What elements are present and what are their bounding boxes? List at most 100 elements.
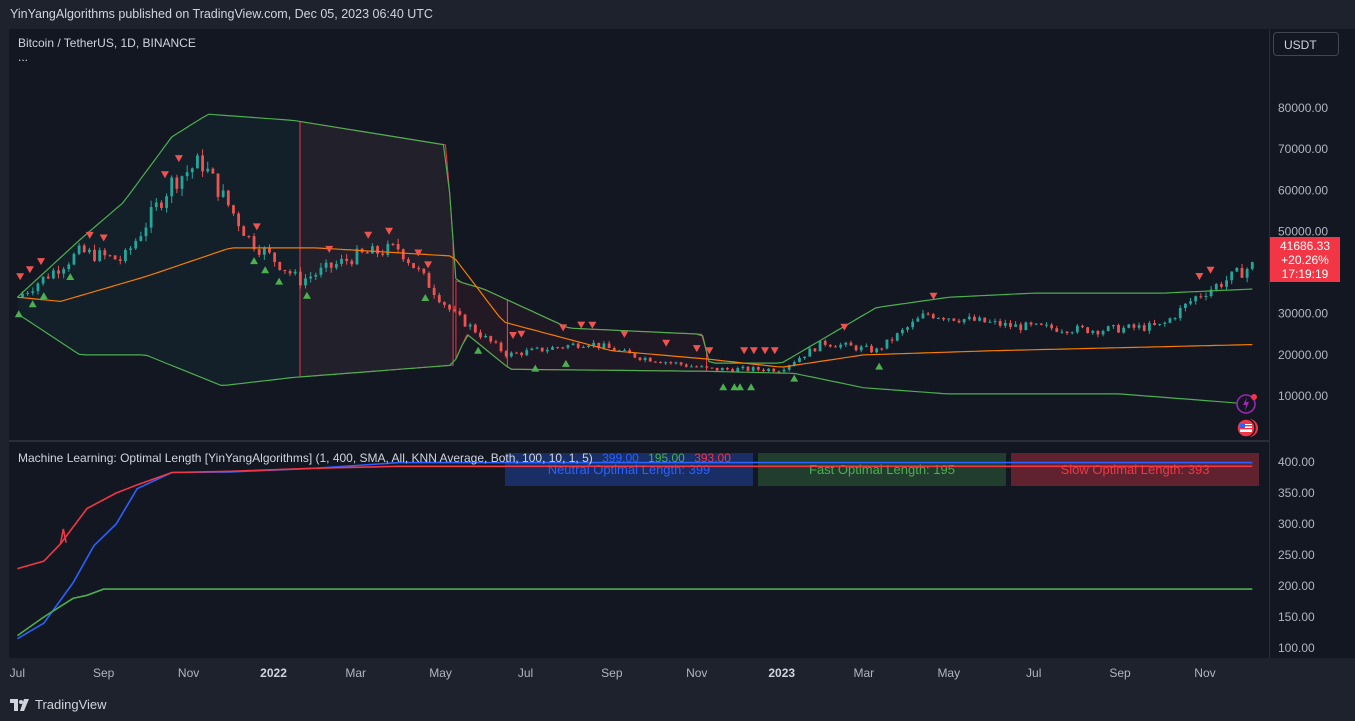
buy-signal [302,291,311,299]
sell-signal [517,330,526,338]
candle [175,174,179,194]
candle [98,247,102,263]
candle [1189,297,1192,306]
optimal-length-label: Slow Optimal Length: 393 [1061,462,1210,477]
time-tick-label: Nov [686,666,707,680]
time-tick-label: Nov [178,666,199,680]
candle [1106,325,1110,332]
indicator-title[interactable]: Machine Learning: Optimal Length [YinYan… [18,451,731,465]
candle [1009,319,1012,330]
candle [479,329,482,340]
candle [319,263,323,278]
candle [1014,321,1017,327]
tradingview-logo[interactable]: TradingView [10,697,107,712]
price-axis[interactable] [1270,29,1355,658]
candle [206,161,210,174]
candle [880,347,884,351]
tradingview-logo-icon [10,698,29,711]
candle [885,339,889,350]
more-indicators[interactable]: ... [18,50,29,64]
candle [1245,267,1249,283]
candle [659,361,662,364]
candle [345,254,349,265]
time-tick-label: Sep [93,666,115,680]
candle [340,254,343,267]
symbol-title[interactable]: Bitcoin / TetherUS, 1D, BINANCE [18,36,196,50]
optimal-length-box [1011,453,1259,486]
candle [942,316,945,322]
candle [715,367,719,372]
candle [1132,323,1136,331]
candle [417,265,421,272]
candle [967,313,971,321]
candle [370,243,374,254]
candle [453,305,457,313]
indicator-tick-label: 100.00 [1278,641,1315,655]
candle [154,198,158,211]
indicator-spike [59,528,67,544]
candle [741,365,745,371]
sell-signal [385,227,394,235]
buy-signal [747,383,756,391]
chart-canvas[interactable]: Neutral Optimal Length: 399 Fast Optimal … [0,0,1355,690]
candle [196,153,199,169]
candle [1122,325,1126,334]
candle [1137,322,1141,330]
last-price: 41686.33 [1279,239,1331,253]
sell-signal [509,332,517,340]
candle [988,319,992,324]
price-tick-label: 50000.00 [1278,224,1328,238]
price-pane [14,113,1254,405]
candle [288,269,292,277]
candle [242,225,246,236]
pane-divider[interactable] [9,440,1269,442]
candle [484,333,488,339]
us-flag-icon[interactable] [1235,417,1259,439]
candle [1086,326,1090,334]
candle [767,368,771,373]
candle [551,345,554,350]
price-change: +20.26% [1281,253,1329,267]
chart-frame[interactable] [9,29,1269,658]
candle [1091,330,1095,335]
candle [1050,322,1054,331]
candle [587,344,590,349]
candle [201,149,204,177]
sell-signal [705,347,714,355]
currency-button[interactable]: USDT [1273,32,1339,56]
candle [67,262,71,272]
candle [839,342,843,350]
candle [751,365,755,373]
candle [890,337,894,344]
buy-signal [66,273,75,281]
indicator-tick-label: 200.00 [1278,579,1315,593]
optimal-length-box [505,453,753,486]
candle [293,269,297,276]
candle [921,309,925,319]
indicator-value-slow: 393.00 [694,451,731,465]
candle [509,351,513,358]
candle [875,347,879,354]
candle [1142,322,1146,332]
indicator-value-neutral: 399.00 [602,451,639,465]
lightning-icon[interactable] [1236,393,1258,415]
candle [170,175,174,204]
buy-signal [28,300,37,308]
candle [597,342,601,351]
indicator-tick-label: 250.00 [1278,548,1315,562]
candle [643,356,647,363]
candle [1194,295,1198,305]
candle [108,254,112,257]
time-tick-label: Jul [518,666,533,680]
candle [232,204,235,216]
sell-signal [559,324,568,332]
sell-signal [424,261,433,269]
candle [1127,323,1131,329]
candle [762,368,765,373]
candle [674,361,678,365]
footer-bar [0,690,1355,721]
price-tick-label: 70000.00 [1278,142,1328,156]
candle [1178,305,1182,321]
candle [834,345,837,348]
time-tick-label: Sep [601,666,623,680]
